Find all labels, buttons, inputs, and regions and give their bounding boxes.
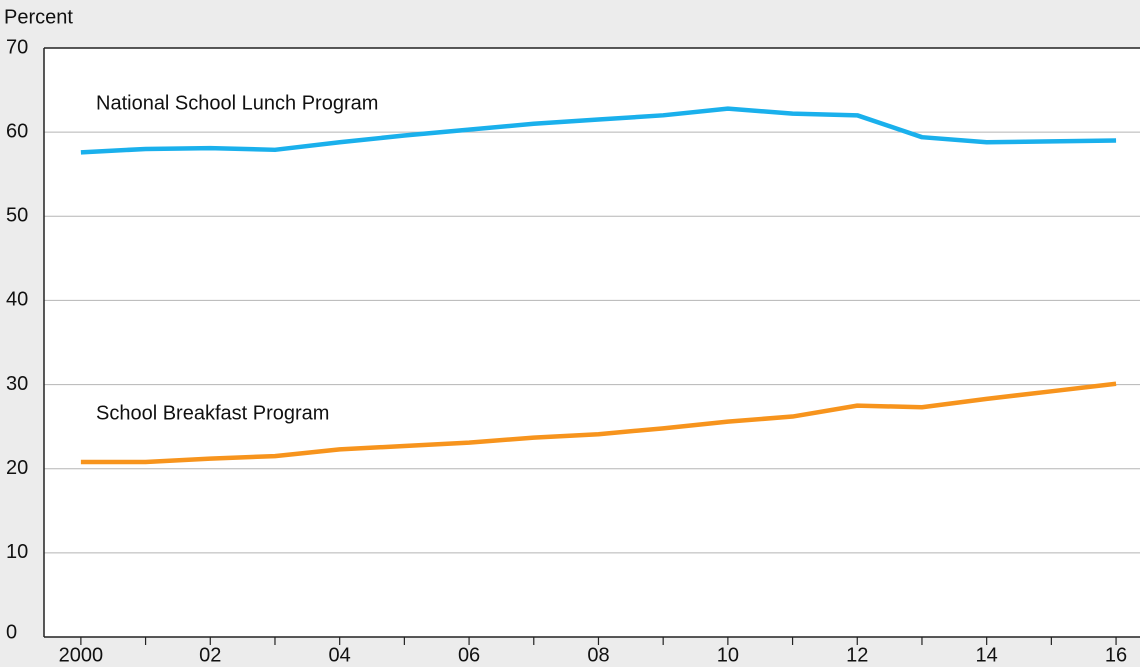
x-tick-label: 08 xyxy=(587,644,609,666)
x-tick-label: 14 xyxy=(976,644,998,666)
series-label: School Breakfast Program xyxy=(96,402,329,424)
x-tick-label: 10 xyxy=(717,644,739,666)
y-tick-label: 0 xyxy=(6,621,17,643)
y-tick-label: 10 xyxy=(6,541,28,563)
y-tick-label: 50 xyxy=(6,205,28,227)
x-tick-label: 12 xyxy=(846,644,868,666)
plot-area xyxy=(44,48,1140,637)
x-tick-label: 06 xyxy=(458,644,480,666)
x-tick-label: 16 xyxy=(1105,644,1127,666)
x-tick-label: 02 xyxy=(199,644,221,666)
y-tick-label: 60 xyxy=(6,120,28,142)
y-tick-label: 20 xyxy=(6,457,28,479)
y-axis-label: Percent xyxy=(4,6,73,28)
series-line xyxy=(80,106,1117,155)
x-tick-label: 2000 xyxy=(59,644,104,666)
series-line xyxy=(80,381,1117,465)
series-label: National School Lunch Program xyxy=(96,93,378,115)
y-tick-label: 70 xyxy=(6,36,28,58)
y-tick-label: 40 xyxy=(6,289,28,311)
x-tick-label: 04 xyxy=(329,644,351,666)
y-tick-label: 30 xyxy=(6,373,28,395)
